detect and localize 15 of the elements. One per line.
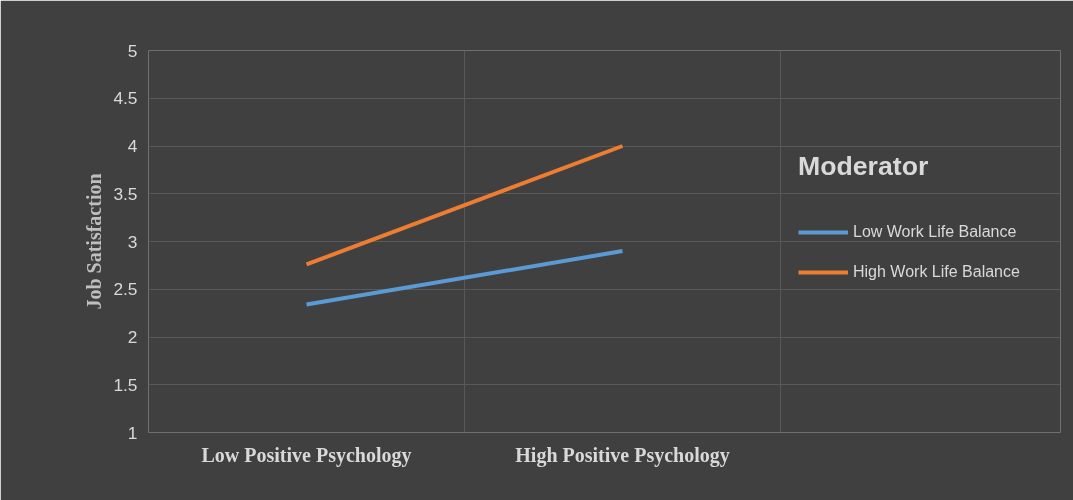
- y-tick-label: 1: [127, 422, 138, 443]
- x-tick-label: Low Positive Psychology: [201, 443, 412, 467]
- legend-label: Low Work Life Balance: [853, 223, 1017, 241]
- legend-label: High Work Life Balance: [853, 263, 1020, 281]
- y-tick-label: 2.5: [113, 279, 138, 300]
- legend-title: Moderator: [798, 151, 930, 182]
- y-tick-label: 5: [127, 40, 138, 61]
- y-axis-title: Job Satisfaction: [83, 173, 106, 310]
- y-tick-label: 1.5: [113, 374, 138, 395]
- y-tick-label: 4: [127, 136, 138, 156]
- x-tick-label: High Positive Psychology: [515, 443, 730, 467]
- y-tick-label: 3: [127, 231, 138, 252]
- y-tick-label: 3.5: [113, 183, 138, 204]
- y-tick-label: 4.5: [113, 88, 138, 109]
- y-tick-label: 2: [127, 327, 138, 347]
